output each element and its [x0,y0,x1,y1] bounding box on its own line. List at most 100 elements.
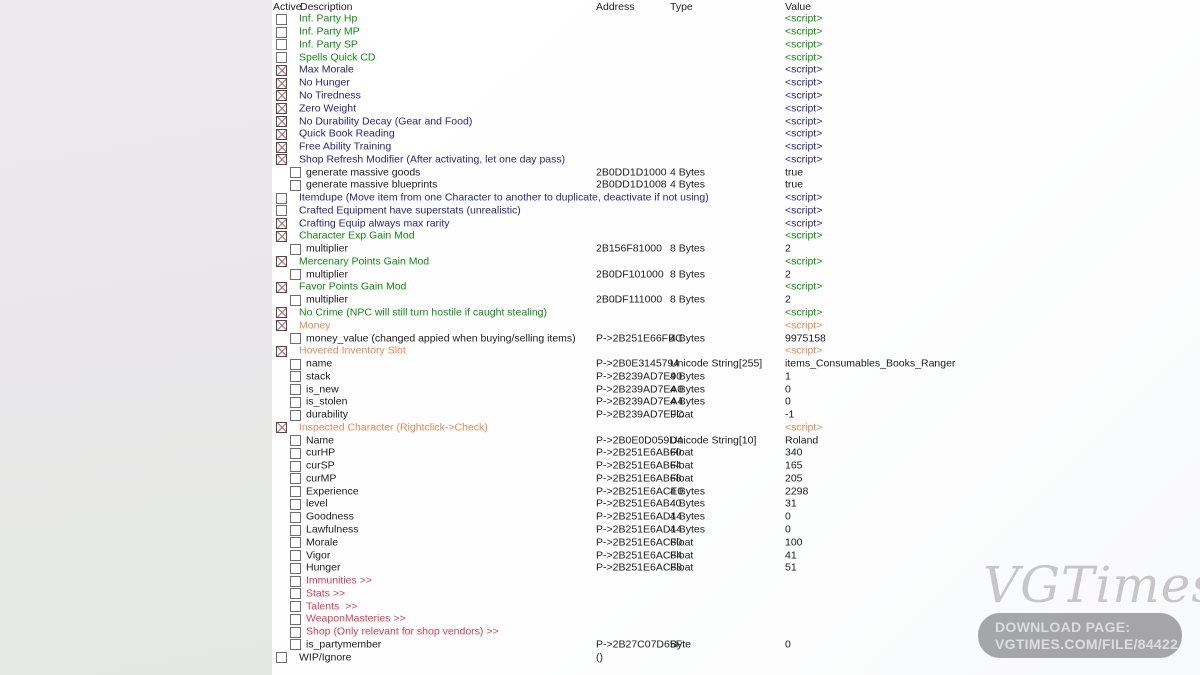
row-description[interactable]: Crafted Equipment have superstats (unrea… [299,204,521,217]
row-description[interactable]: Crafting Equip always max rarity [299,217,450,230]
row-description[interactable]: generate massive goods [306,166,421,179]
active-checkbox[interactable] [276,422,287,434]
active-checkbox[interactable] [276,90,287,102]
active-checkbox[interactable] [276,77,287,89]
row-value[interactable]: <script> [785,344,823,357]
row-description[interactable]: Stats >> [306,587,346,600]
row-value[interactable]: 0 [785,383,791,396]
column-header-address[interactable]: Address [596,1,635,13]
row-description[interactable]: Character Exp Gain Mod [299,229,415,242]
row-description[interactable]: Spells Quick CD [299,51,376,64]
row-value[interactable]: items_Consumables_Books_Ranger [785,357,956,370]
row-value[interactable]: <script> [785,421,823,434]
row-value[interactable]: <script> [785,319,823,332]
row-value[interactable]: <script> [785,306,823,319]
row-description[interactable]: WIP/Ignore [299,651,352,664]
row-value[interactable]: <script> [785,280,823,293]
row-description[interactable]: curSP [306,459,335,472]
row-value[interactable]: 165 [785,459,803,472]
row-description[interactable]: Hunger [306,561,341,574]
active-checkbox[interactable] [290,550,301,562]
active-checkbox[interactable] [276,192,287,204]
row-value[interactable]: <script> [785,25,823,38]
row-value[interactable]: true [785,166,804,179]
row-description[interactable]: Experience [306,485,359,498]
active-checkbox[interactable] [290,384,301,396]
row-description[interactable]: Inspected Character (Rightclick->Check) [299,421,488,434]
active-checkbox[interactable] [290,575,301,587]
active-checkbox[interactable] [290,498,301,510]
active-checkbox[interactable] [290,409,301,421]
row-value[interactable]: 100 [785,536,803,549]
row-description[interactable]: Itemdupe (Move item from one Character t… [299,191,709,204]
row-value[interactable]: <script> [785,102,823,115]
row-value[interactable]: 9975158 [785,332,826,345]
active-checkbox[interactable] [276,307,287,319]
row-description[interactable]: Lawfulness [306,523,359,536]
row-description[interactable]: No Crime (NPC will still turn hostile if… [299,306,547,319]
row-value[interactable]: 2 [785,268,791,281]
row-value[interactable]: <script> [785,217,823,230]
row-description[interactable]: is_stolen [306,395,348,408]
row-value[interactable]: <script> [785,229,823,242]
row-description[interactable]: curMP [306,472,337,485]
active-checkbox[interactable] [276,218,287,230]
row-value[interactable]: 340 [785,446,803,459]
active-checkbox[interactable] [290,447,301,459]
active-checkbox[interactable] [276,281,287,293]
row-description[interactable]: Hovered Inventory Slot [299,344,406,357]
row-value[interactable]: 51 [785,561,797,574]
row-value[interactable]: <script> [785,153,823,166]
row-value[interactable]: 31 [785,497,797,510]
row-description[interactable]: Mercenary Points Gain Mod [299,255,430,268]
row-value[interactable]: 41 [785,549,797,562]
row-description[interactable]: Quick Book Reading [299,127,395,140]
column-header-description[interactable]: Description [300,1,353,13]
active-checkbox[interactable] [290,460,301,472]
active-checkbox[interactable] [290,537,301,549]
row-value[interactable]: 0 [785,510,791,523]
row-value[interactable]: 2298 [785,485,809,498]
active-checkbox[interactable] [290,396,301,408]
active-checkbox[interactable] [290,269,301,281]
active-checkbox[interactable] [290,524,301,536]
row-value[interactable]: 2 [785,242,791,255]
column-header-active[interactable]: Active [273,1,302,13]
active-checkbox[interactable] [276,26,287,38]
row-description[interactable]: Talents >> [306,600,358,613]
row-value[interactable]: 1 [785,370,791,383]
row-value[interactable]: 205 [785,472,803,485]
active-checkbox[interactable] [290,371,301,383]
active-checkbox[interactable] [290,562,301,574]
active-checkbox[interactable] [290,601,301,613]
active-checkbox[interactable] [290,486,301,498]
row-value[interactable]: <script> [785,63,823,76]
active-checkbox[interactable] [276,52,287,64]
row-value[interactable]: Roland [785,434,819,447]
active-checkbox[interactable] [290,333,301,345]
active-checkbox[interactable] [276,205,287,217]
active-checkbox[interactable] [276,230,287,242]
row-value[interactable]: <script> [785,191,823,204]
active-checkbox[interactable] [276,320,287,332]
row-value[interactable]: <script> [785,38,823,51]
row-value[interactable]: <script> [785,89,823,102]
row-description[interactable]: Immunities >> [306,574,372,587]
active-checkbox[interactable] [276,652,287,664]
row-value[interactable]: <script> [785,127,823,140]
active-checkbox[interactable] [290,243,301,255]
active-checkbox[interactable] [276,141,287,153]
active-checkbox[interactable] [276,154,287,166]
row-value[interactable]: -1 [785,408,795,421]
row-description[interactable]: Favor Points Gain Mod [299,280,407,293]
row-value[interactable]: 0 [785,395,791,408]
row-value[interactable]: <script> [785,115,823,127]
row-description[interactable]: stack [306,370,331,383]
row-value[interactable]: <script> [785,12,823,25]
row-description[interactable]: multiplier [306,242,349,255]
active-checkbox[interactable] [290,167,301,179]
active-checkbox[interactable] [276,13,287,25]
row-value[interactable]: <script> [785,255,823,268]
row-description[interactable]: multiplier [306,293,349,306]
active-checkbox[interactable] [290,511,301,523]
